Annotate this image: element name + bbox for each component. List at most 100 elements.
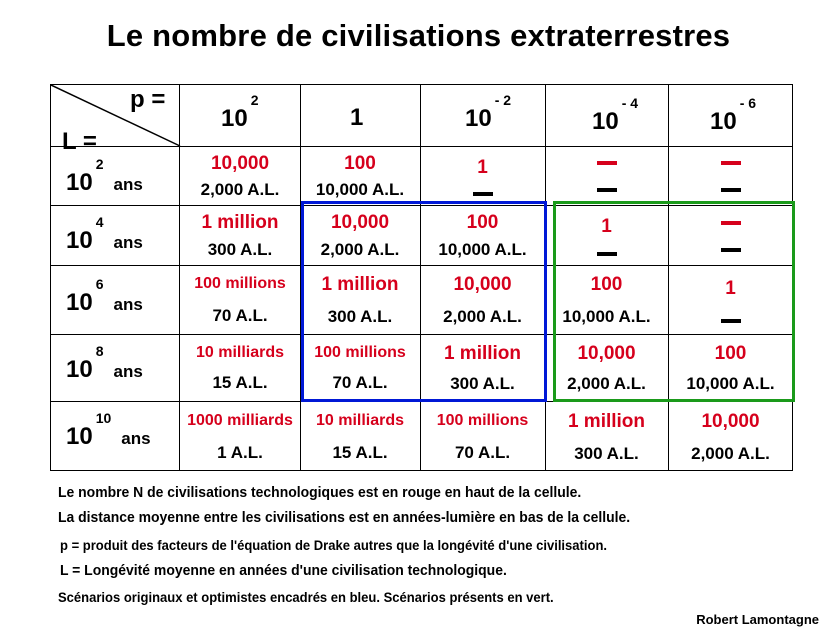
distance-value: 2,000 A.L. — [443, 306, 522, 326]
note-3: p = produit des facteurs de l'équation d… — [60, 537, 608, 553]
civilization-count: 100 millions — [436, 411, 529, 429]
dash-mark — [720, 220, 741, 225]
distance-value: 10,000 A.L. — [562, 306, 651, 326]
civilization-count: 100 — [466, 212, 499, 233]
table-cell: 10 milliards 15 A.L. — [180, 338, 300, 399]
p-label: p = — [130, 86, 166, 113]
note-1: Le nombre N de civilisations technologiq… — [58, 484, 582, 501]
dash-mark — [596, 161, 617, 166]
table-cell: 100 10,000 A.L. — [300, 150, 420, 203]
author-signature: Robert Lamontagne — [696, 612, 819, 627]
civilization-count: 1 — [477, 156, 488, 178]
civilization-count: 10 milliards — [315, 411, 405, 429]
col-header-1: 102 — [221, 92, 259, 132]
distance-value: 70 A.L. — [212, 305, 268, 325]
distance-value: 2,000 A.L. — [691, 443, 770, 463]
note-4: L = Longévité moyenne en années d'une ci… — [60, 562, 507, 579]
table-cell: 100 millions 70 A.L. — [420, 405, 545, 469]
table-cell: 1 — [668, 269, 793, 332]
table-cell: 1 — [545, 209, 668, 263]
civilization-count: 100 millions — [194, 275, 286, 293]
distance-value: 70 A.L. — [332, 373, 388, 393]
row-label-1: 102ans — [66, 156, 143, 196]
table-cell: 1000 milliards 1 A.L. — [180, 405, 300, 469]
distance-value: 10,000 A.L. — [438, 240, 527, 259]
civilization-count: 10,000 — [701, 410, 760, 432]
table-cell: 10,000 2,000 A.L. — [668, 405, 793, 469]
civilization-count: 10 milliards — [195, 343, 285, 361]
distance-value: 300 A.L. — [207, 240, 273, 259]
dash-mark — [596, 187, 617, 192]
civilization-count: 10,000 — [210, 152, 270, 174]
table-cell: 1 — [420, 150, 545, 203]
distance-value: 300 A.L. — [450, 374, 515, 394]
table-cell: 1 million 300 A.L. — [180, 209, 300, 263]
table-cell: 1 million 300 A.L. — [420, 338, 545, 399]
table-cell: 100 millions 70 A.L. — [180, 269, 300, 332]
table-cell: 1 million 300 A.L. — [545, 405, 668, 469]
distance-value: 1 A.L. — [217, 442, 263, 462]
table-cell — [668, 150, 793, 203]
civilization-count: 1000 milliards — [187, 411, 293, 429]
grid-line — [300, 85, 301, 470]
distance-value: 70 A.L. — [454, 442, 511, 462]
civilization-count: 10,000 — [577, 342, 636, 364]
table-cell: 10,000 2,000 A.L. — [420, 269, 545, 332]
grid-line — [51, 146, 792, 147]
dash-mark — [720, 161, 741, 166]
green-scenario-box — [553, 201, 795, 402]
table-cell: 10,000 2,000 A.L. — [180, 150, 300, 203]
civilization-count: 1 million — [321, 274, 399, 296]
table-cell: 1 million 300 A.L. — [300, 269, 420, 332]
civilization-count: 100 — [590, 274, 623, 296]
civilization-count: 1 million — [567, 410, 646, 432]
row-label-4: 108ans — [66, 343, 143, 383]
table-cell: 10 milliards 15 A.L. — [300, 405, 420, 469]
civilization-count: 100 — [714, 342, 747, 364]
row-label-2: 104ans — [66, 214, 143, 254]
l-label: L = — [62, 128, 97, 155]
blue-scenario-box — [301, 201, 547, 402]
civilization-count: 100 — [344, 152, 376, 174]
civilization-count: 10,000 — [453, 274, 512, 296]
grid-line — [668, 85, 669, 470]
grid-line — [51, 334, 792, 335]
distance-value: 2,000 A.L. — [320, 240, 400, 259]
table-cell: 100 10,000 A.L. — [420, 209, 545, 263]
distance-value: 300 A.L. — [327, 306, 393, 326]
grid-line — [420, 85, 421, 470]
table-cell: 100 10,000 A.L. — [545, 269, 668, 332]
distance-value: 10,000 A.L. — [315, 180, 405, 200]
note-5: Scénarios originaux et optimistes encadr… — [58, 589, 554, 605]
table-cell: 10,000 2,000 A.L. — [300, 209, 420, 263]
distance-value: 15 A.L. — [212, 373, 268, 393]
table-cell: 100 millions 70 A.L. — [300, 338, 420, 399]
col-header-2: 1 — [350, 104, 364, 131]
grid-line — [179, 85, 180, 470]
row-label-5: 1010ans — [66, 410, 151, 450]
table-cell — [545, 150, 668, 203]
dash-mark — [596, 252, 617, 256]
row-label-3: 106ans — [66, 276, 143, 316]
col-header-4: 10- 4 — [592, 95, 639, 135]
table-cell: 10,000 2,000 A.L. — [545, 338, 668, 399]
col-header-3: 10- 2 — [465, 92, 512, 132]
civilization-count: 1 million — [201, 212, 279, 233]
col-header-5: 10- 6 — [710, 95, 757, 135]
page-title: Le nombre de civilisations extraterrestr… — [106, 18, 731, 53]
corner-diagonal — [51, 85, 181, 147]
civilization-count: 1 — [725, 278, 736, 300]
distance-value: 2,000 A.L. — [200, 180, 280, 200]
note-2: La distance moyenne entre les civilisati… — [58, 509, 631, 526]
distance-value: 10,000 A.L. — [686, 374, 775, 394]
civilization-count: 10,000 — [330, 212, 390, 233]
table-cell: 100 10,000 A.L. — [668, 338, 793, 399]
dash-mark — [720, 247, 741, 252]
distance-value: 2,000 A.L. — [567, 374, 646, 394]
grid-line — [51, 205, 792, 206]
distance-value: 300 A.L. — [574, 443, 639, 463]
distance-value: 15 A.L. — [332, 442, 388, 462]
dash-mark — [472, 192, 493, 197]
dash-mark — [720, 318, 741, 323]
civilization-count: 100 millions — [314, 343, 406, 361]
